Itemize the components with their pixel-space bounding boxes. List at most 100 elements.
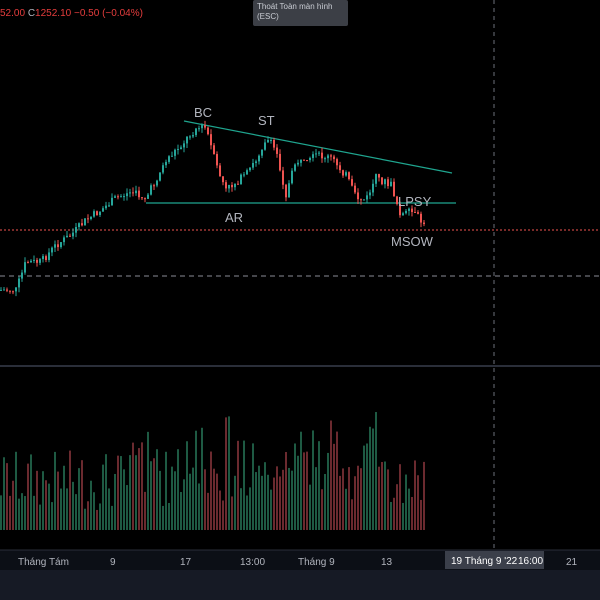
candle xyxy=(291,170,293,184)
candle xyxy=(420,213,422,223)
time-tick: 17 xyxy=(180,557,192,568)
volume-bar xyxy=(360,468,362,530)
candle xyxy=(321,152,323,159)
candle xyxy=(78,223,80,228)
volume-bar xyxy=(366,443,368,530)
volume-bar xyxy=(105,454,107,530)
candle xyxy=(138,190,140,198)
candle xyxy=(156,180,158,186)
volume-bar xyxy=(210,451,212,530)
volume-bar xyxy=(141,442,143,530)
candle xyxy=(378,174,380,178)
candle xyxy=(90,216,92,219)
volume-bar xyxy=(321,489,323,530)
candle xyxy=(300,159,302,163)
candle xyxy=(264,142,266,150)
candle xyxy=(186,136,188,144)
candle xyxy=(360,199,362,201)
volume-bar xyxy=(381,462,383,530)
tooltip-line1: Thoát Toàn màn hình xyxy=(257,2,333,11)
volume-bar xyxy=(333,443,335,530)
candle xyxy=(297,162,299,165)
volume-bar xyxy=(312,430,314,530)
candle xyxy=(348,172,350,180)
time-tick: Tháng 9 xyxy=(298,557,335,568)
volume-bar xyxy=(237,440,239,530)
candle xyxy=(105,205,107,209)
candle xyxy=(294,164,296,171)
candle xyxy=(12,291,14,293)
volume-bar xyxy=(276,466,278,530)
volume-bar xyxy=(78,468,80,530)
candle xyxy=(183,143,185,148)
candle xyxy=(333,156,335,160)
candle xyxy=(54,244,56,248)
candle xyxy=(261,149,263,156)
candle xyxy=(282,170,284,185)
volume-bar xyxy=(354,476,356,530)
volume-bar xyxy=(261,475,263,530)
candle xyxy=(66,235,68,238)
candle xyxy=(273,140,275,148)
volume-bar xyxy=(384,461,386,530)
volume-bar xyxy=(189,473,191,530)
time-tick: 9 xyxy=(110,557,116,568)
candle xyxy=(30,260,32,263)
volume-bar xyxy=(339,475,341,530)
volume-bar xyxy=(186,441,188,530)
candle xyxy=(222,176,224,183)
candle xyxy=(408,208,410,211)
candle xyxy=(189,136,191,138)
candle xyxy=(42,256,44,260)
candle xyxy=(357,192,359,200)
volume-bar xyxy=(171,466,173,530)
volume-bar xyxy=(150,461,152,530)
volume-bar xyxy=(396,484,398,530)
candle xyxy=(3,289,5,291)
volume-bar xyxy=(33,495,35,530)
volume-bar xyxy=(177,449,179,530)
volume-bar xyxy=(60,488,62,530)
candle xyxy=(33,259,35,261)
volume-bar xyxy=(405,474,407,530)
candle xyxy=(60,242,62,248)
candle xyxy=(108,205,110,207)
candle xyxy=(87,218,89,220)
candle xyxy=(81,223,83,226)
close-label: C xyxy=(27,8,36,19)
candle xyxy=(396,196,398,204)
volume-bar xyxy=(129,455,131,530)
volume-bar xyxy=(264,462,266,530)
volume-bar xyxy=(273,477,275,530)
volume-bar xyxy=(399,464,401,530)
time-tick: 13 xyxy=(381,557,393,568)
volume-bar xyxy=(90,480,92,530)
candle xyxy=(285,184,287,198)
candle xyxy=(390,181,392,187)
candle xyxy=(336,159,338,166)
volume-bar xyxy=(285,452,287,530)
candle xyxy=(165,161,167,166)
close-value: 1252.10 xyxy=(35,8,72,19)
volume-bar xyxy=(402,502,404,530)
candle xyxy=(417,212,419,214)
candle xyxy=(306,160,308,162)
volume-bar xyxy=(282,469,284,530)
volume-bar xyxy=(3,457,5,530)
annotation-bc: BC xyxy=(194,105,212,120)
volume-bar xyxy=(81,460,83,530)
candle xyxy=(255,161,257,163)
volume-bar xyxy=(63,465,65,530)
candle xyxy=(84,218,86,226)
candle xyxy=(216,154,218,166)
candle xyxy=(243,174,245,176)
volume-bar xyxy=(345,488,347,530)
annotation-msow: MSOW xyxy=(391,234,434,249)
annotation-ar: AR xyxy=(225,210,243,225)
candle xyxy=(342,170,344,176)
candle xyxy=(423,222,425,225)
candle xyxy=(27,262,29,264)
candle xyxy=(219,165,221,177)
volume-bar xyxy=(378,466,380,530)
